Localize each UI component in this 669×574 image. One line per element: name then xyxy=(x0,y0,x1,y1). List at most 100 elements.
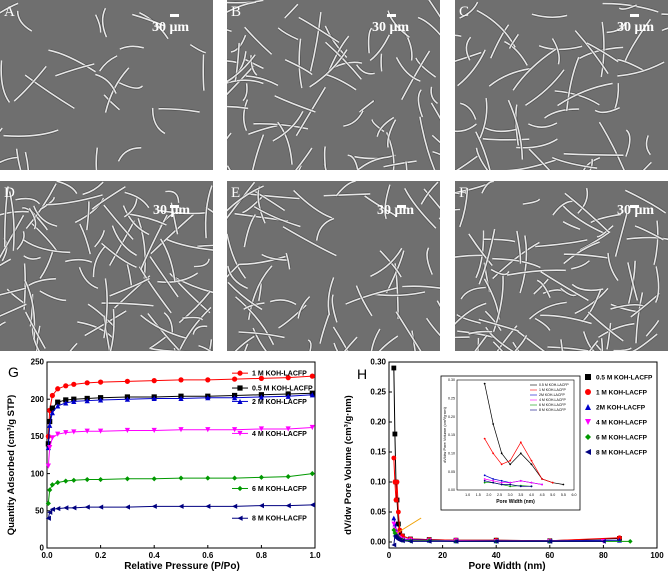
inset-point xyxy=(500,479,503,482)
legend-marker xyxy=(237,485,243,492)
y-tick-label: 150 xyxy=(31,432,45,441)
data-point xyxy=(453,539,459,544)
data-point xyxy=(258,502,264,509)
series-line xyxy=(47,394,313,448)
fiber-texture xyxy=(455,181,668,351)
inset-x-tick-label: 4.5 xyxy=(540,493,545,497)
data-point xyxy=(98,504,104,510)
y-tick-label: 0.20 xyxy=(370,418,386,427)
data-point xyxy=(98,397,104,403)
legend-label: 2M KOH-LACFP xyxy=(596,405,646,412)
data-point xyxy=(285,375,291,381)
data-point xyxy=(55,399,61,405)
series-line xyxy=(47,504,313,519)
inset-point xyxy=(509,481,512,484)
data-point xyxy=(45,515,51,521)
data-point xyxy=(71,477,77,483)
inset-point xyxy=(509,483,512,486)
isotherm-chart: G Relative Pressure (P/Po) Quantity Adso… xyxy=(6,358,321,572)
inset-point xyxy=(509,463,512,466)
data-point xyxy=(151,427,157,434)
data-point xyxy=(393,497,399,503)
pore-size-chart: H Pore Width (nm) dV/dw Pore Volume (cm³… xyxy=(343,358,664,572)
data-point xyxy=(547,539,553,544)
legend-marker xyxy=(237,385,243,391)
data-point xyxy=(63,383,69,389)
inset-x-tick-label: 1.5 xyxy=(476,493,481,497)
data-point xyxy=(84,428,90,434)
data-point xyxy=(232,427,238,433)
y-tick-label: 0.10 xyxy=(370,478,386,487)
legend-entry: 1 M KOH-LACFP xyxy=(585,389,648,397)
data-point xyxy=(45,463,51,469)
data-point xyxy=(151,378,157,384)
data-point xyxy=(71,381,77,387)
data-point xyxy=(617,535,622,541)
data-point xyxy=(309,471,315,477)
data-point xyxy=(426,539,432,544)
inset-point xyxy=(519,479,522,482)
data-point xyxy=(49,392,55,399)
panel-letter: E xyxy=(231,185,241,201)
data-point xyxy=(309,424,315,431)
data-point xyxy=(55,431,61,437)
data-point xyxy=(205,395,211,401)
scale-bar xyxy=(387,14,396,17)
sem-texture xyxy=(0,2,206,170)
inset-x-tick-label: 3.5 xyxy=(518,493,523,497)
data-point xyxy=(285,473,291,480)
x-tick-label: 80 xyxy=(599,551,608,560)
scale-bar xyxy=(170,205,179,208)
panel-letter-h: H xyxy=(357,366,367,382)
x-tick-label: 0.8 xyxy=(256,551,268,560)
inset-series xyxy=(483,479,533,488)
inset-legend-label: 6 M KOH-LACFP xyxy=(539,403,567,407)
legend-marker xyxy=(585,419,591,425)
inset-point xyxy=(530,463,533,466)
scale-bar xyxy=(630,14,639,17)
sem-texture xyxy=(227,181,440,351)
panel-letter-g: G xyxy=(8,364,19,380)
legend-marker xyxy=(237,398,243,405)
x-tick-label: 0.2 xyxy=(95,551,107,560)
scale-label: 30 μm xyxy=(372,20,410,35)
data-point xyxy=(397,537,403,543)
legend-entry: 0.5 M KOH-LACFP xyxy=(585,374,653,382)
inset-plot: 1.0 1.5 2.0 2.5 3.0 3.5 4.0 4.5 5.0 5.5 6.0 0.00 0.0… xyxy=(440,375,581,511)
data-point xyxy=(124,396,130,402)
data-point xyxy=(309,373,315,379)
data-point xyxy=(47,422,53,428)
inset-point xyxy=(519,441,522,444)
inset-x-tick-label: 2.5 xyxy=(497,493,502,497)
y-tick-label: 0.25 xyxy=(370,388,386,397)
panel-letter: C xyxy=(459,4,470,20)
inset-point xyxy=(530,481,533,484)
inset-y-tick-label: 0.30 xyxy=(448,378,455,382)
data-point xyxy=(392,431,398,437)
inset-point xyxy=(492,423,495,425)
inset-y-tick-label: 0.15 xyxy=(448,433,455,437)
inset-point xyxy=(551,481,554,484)
data-point xyxy=(397,530,403,536)
data-point xyxy=(232,503,238,509)
data-point xyxy=(232,475,238,481)
data-point xyxy=(84,504,90,510)
inset-legend-label: 0.5 M KOH-LACFP xyxy=(539,383,569,387)
panel-letter: F xyxy=(459,185,468,201)
x-tick-label: 100 xyxy=(650,551,664,560)
inset-x-tick-label: 6.0 xyxy=(572,493,577,497)
legend-label: 4 M KOH-LACFP xyxy=(596,420,648,427)
inset-series xyxy=(483,437,554,484)
data-point xyxy=(49,405,55,411)
sem-panel-d: D 30 μm xyxy=(0,181,213,351)
data-point xyxy=(151,395,157,402)
data-point xyxy=(49,482,55,488)
fiber-texture xyxy=(227,181,440,351)
x-tick-label: 0.0 xyxy=(41,551,53,560)
inset-x-tick-label: 5.0 xyxy=(550,493,555,497)
data-point xyxy=(63,505,69,511)
sem-panel-a: A 30 μm xyxy=(0,0,213,170)
data-point xyxy=(124,504,130,510)
plot-frame xyxy=(388,361,658,549)
data-point xyxy=(47,487,53,493)
